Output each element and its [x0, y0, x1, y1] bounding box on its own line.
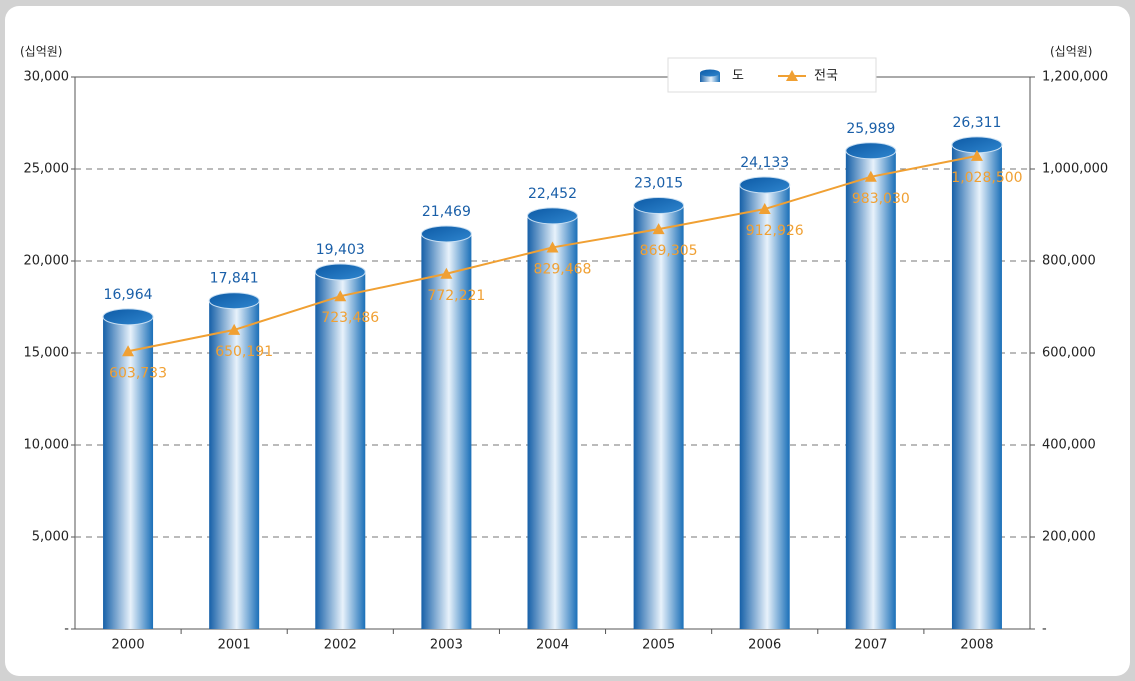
x-tick-label: 2007	[854, 638, 887, 653]
y2-tick-label: 800,000	[1042, 254, 1096, 269]
legend-label: 전국	[814, 69, 838, 84]
line-value-label: 912,926	[746, 223, 804, 239]
y-tick-label: -	[64, 622, 69, 637]
legend-marker	[786, 70, 798, 81]
y-tick-label: 5,000	[32, 530, 69, 545]
bar-top	[102, 308, 154, 326]
bar	[951, 144, 1002, 629]
line-marker	[864, 170, 877, 182]
bar-value-label: 23,015	[634, 176, 683, 192]
y2-tick-label: 1,000,000	[1042, 162, 1108, 177]
x-tick-label: 2004	[536, 638, 569, 653]
bar-value-label: 19,403	[316, 242, 365, 258]
x-tick-label: 2008	[960, 638, 993, 653]
x-tick-label: 2000	[112, 638, 145, 653]
bar	[527, 215, 578, 630]
line-value-label: 603,733	[109, 365, 167, 381]
bar-top	[527, 207, 578, 225]
legend-label: 도	[732, 69, 744, 84]
y2-tick-label: 400,000	[1042, 438, 1096, 453]
y-tick-label: 10,000	[24, 438, 70, 453]
bar-value-label: 16,964	[104, 287, 153, 303]
line-value-label: 869,305	[640, 243, 698, 259]
x-tick-label: 2005	[642, 638, 675, 653]
legend-box	[667, 57, 877, 93]
line-marker	[652, 223, 665, 235]
bar-value-label: 22,452	[528, 186, 577, 202]
line-marker	[440, 267, 453, 279]
bar-value-label: 26,311	[952, 115, 1001, 131]
bar-value-label: 25,989	[846, 121, 895, 137]
bar-top	[633, 197, 685, 215]
bar	[315, 271, 366, 629]
line-value-label: 1,028,500	[951, 170, 1022, 186]
x-tick-label: 2003	[430, 638, 463, 653]
bar	[103, 316, 154, 629]
line-value-label: 723,486	[321, 310, 379, 326]
y2-tick-label: -	[1042, 622, 1047, 637]
line-marker	[546, 241, 559, 253]
y-tick-label: 25,000	[24, 162, 70, 177]
x-tick-label: 2001	[218, 638, 251, 653]
legend-swatch	[700, 73, 720, 82]
x-tick-label: 2006	[748, 638, 781, 653]
bar-value-label: 24,133	[740, 155, 789, 171]
line-marker	[758, 203, 771, 215]
bar	[739, 184, 790, 629]
line-value-label: 983,030	[852, 191, 910, 207]
bar-top	[739, 176, 791, 194]
line-marker	[970, 149, 983, 161]
y2-tick-label: 1,200,000	[1042, 70, 1108, 85]
y2-unit: (십억원)	[1050, 45, 1092, 59]
y-tick-label: 30,000	[24, 70, 70, 85]
y-tick-label: 20,000	[24, 254, 70, 269]
line-marker	[334, 290, 347, 302]
bar	[209, 300, 260, 629]
x-tick-label: 2002	[324, 638, 357, 653]
line-value-label: 772,221	[427, 288, 485, 304]
line-value-label: 829,468	[534, 261, 592, 277]
bar-top	[314, 263, 366, 281]
line-value-label: 650,191	[215, 344, 273, 360]
y2-tick-label: 600,000	[1042, 346, 1096, 361]
legend-swatch-top	[700, 69, 720, 77]
y-tick-label: 15,000	[24, 346, 70, 361]
bar	[421, 233, 472, 629]
line-marker	[122, 345, 135, 357]
y-unit: (십억원)	[20, 45, 62, 59]
bar	[633, 205, 684, 630]
line-marker	[228, 323, 241, 335]
bar-value-label: 17,841	[210, 271, 259, 287]
bar-top	[208, 292, 260, 310]
bar-value-label: 21,469	[422, 204, 471, 220]
bar-top	[845, 142, 897, 160]
bar-top	[420, 225, 472, 243]
y2-tick-label: 200,000	[1042, 530, 1096, 545]
bar	[845, 150, 896, 629]
